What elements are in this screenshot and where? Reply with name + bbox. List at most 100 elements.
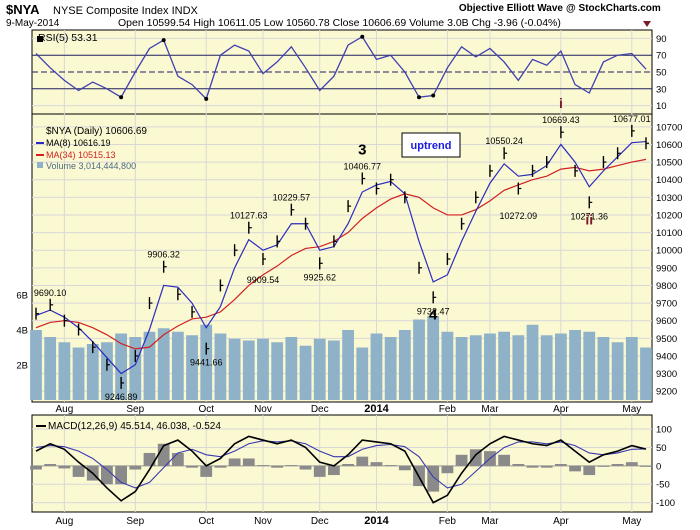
volume-bar: [200, 324, 213, 400]
price-tick-label: 10400: [656, 175, 682, 186]
price-plot: [35, 124, 649, 389]
macd-tick-label: -100: [656, 498, 675, 509]
rsi-tick-label: 10: [656, 101, 667, 112]
rsi-oversold-marker: [204, 96, 209, 101]
price-label: 10271.36: [570, 211, 608, 221]
macd-tick-label: 100: [656, 425, 672, 436]
ma8-line: [35, 140, 647, 375]
volume-tick-label: 2B: [16, 361, 28, 372]
price-tick-label: 9400: [656, 351, 677, 362]
x-tick-label: May: [622, 516, 641, 527]
macd-histogram-bar: [328, 465, 340, 476]
volume-bar: [101, 342, 113, 400]
macd-histogram-bar: [554, 464, 567, 466]
macd-tick-label: -50: [656, 480, 670, 491]
macd-histogram-bar: [569, 465, 581, 472]
volume-bar: [441, 331, 454, 400]
volume-tick-label: 4B: [16, 326, 28, 337]
macd-histogram-bar: [526, 465, 539, 468]
price-tick-label: 10100: [656, 228, 682, 239]
ohlc-readout: Open 10599.54 High 10611.05 Low 10560.78…: [118, 17, 561, 29]
macd-histogram-bar: [157, 443, 170, 466]
macd-histogram-bar: [44, 464, 57, 466]
x-tick-label: Aug: [55, 404, 73, 415]
macd-histogram-bar: [30, 465, 42, 470]
macd-histogram-bar: [370, 462, 383, 466]
volume-bar: [115, 333, 128, 400]
x-tick-label: Oct: [198, 516, 214, 527]
price-tick-label: 9700: [656, 299, 677, 310]
volume-bar: [72, 347, 85, 400]
volume-bar: [30, 330, 42, 400]
volume-bar: [469, 335, 482, 400]
macd-histogram-bar: [384, 465, 397, 467]
volume-bar: [356, 347, 369, 400]
price-label: 9732.47: [417, 306, 450, 316]
price-label: 9246.89: [105, 392, 138, 402]
volume-bar: [143, 331, 156, 400]
macd-histogram-bar: [640, 465, 652, 467]
volume-bar: [129, 337, 142, 400]
price-tick-label: 10000: [656, 246, 682, 257]
macd-line: [35, 435, 647, 504]
volume-bar: [569, 330, 581, 400]
volume-bar: [328, 340, 340, 400]
wave-label: 4: [429, 306, 438, 323]
macd-histogram-bar: [101, 465, 113, 485]
volume-bar: [526, 324, 539, 400]
macd-legend: MACD(12,26,9) 45.514, 46.038, -0.524: [48, 421, 221, 432]
volume-bar: [44, 337, 57, 400]
volume-bar: [171, 331, 184, 400]
date-label: 9-May-2014: [6, 18, 60, 29]
volume-tick-label: 6B: [16, 291, 28, 302]
rsi-oversold-marker: [417, 95, 422, 100]
rsi-tick-label: 90: [656, 34, 667, 45]
volume-bar: [455, 337, 468, 400]
price-label: 10406.77: [344, 161, 382, 171]
x-tick-label: Dec: [311, 404, 329, 415]
macd-histogram-bar: [498, 454, 511, 466]
price-label: 9906.32: [147, 250, 180, 260]
uptrend-label: uptrend: [411, 140, 452, 152]
x-tick-label: Mar: [481, 516, 499, 527]
volume-bar: [384, 337, 397, 400]
rsi-tick-label: 30: [656, 84, 667, 95]
volume-bar: [214, 333, 227, 400]
volume-bar: [271, 342, 284, 400]
symbol-label: $NYA: [6, 2, 40, 17]
credit-label: Objective Elliott Wave: [459, 3, 564, 14]
macd-histogram-bar: [469, 449, 482, 466]
wave-label: 3: [358, 141, 366, 158]
x-tick-label: Feb: [439, 516, 457, 527]
macd-histogram-bar: [271, 465, 284, 468]
macd-histogram-bar: [58, 465, 71, 469]
volume-bar: [413, 319, 425, 400]
rsi-overbought-marker: [161, 38, 166, 43]
price-tick-label: 9500: [656, 334, 677, 345]
macd-histogram-bar: [72, 465, 85, 477]
volume-bar: [313, 338, 326, 400]
macd-histogram-bar: [242, 458, 255, 466]
volume-bar: [86, 344, 99, 400]
macd-histogram-bar: [115, 465, 128, 485]
x-tick-label: Apr: [553, 404, 569, 415]
price-label: 9925.62: [303, 272, 336, 282]
macd-histogram-bar: [583, 465, 596, 476]
price-label: 10669.43: [542, 115, 580, 125]
price-tick-label: 10500: [656, 158, 682, 169]
price-legend-title: $NYA (Daily) 10606.69: [46, 126, 147, 137]
macd-plot: [30, 435, 652, 504]
price-tick-label: 9800: [656, 281, 677, 292]
volume-bar: [540, 335, 553, 400]
macd-histogram-bar: [186, 465, 198, 468]
volume-bar: [611, 342, 624, 400]
volume-bar: [640, 347, 652, 400]
volume-bar: [370, 333, 383, 400]
macd-histogram-bar: [214, 465, 227, 468]
macd-histogram-bar: [356, 456, 369, 466]
rsi-tick-label: 70: [656, 51, 667, 62]
volume-bar: [498, 331, 511, 400]
volume-bar: [157, 328, 170, 400]
volume-legend: Volume 3,014,444,800: [46, 161, 136, 171]
